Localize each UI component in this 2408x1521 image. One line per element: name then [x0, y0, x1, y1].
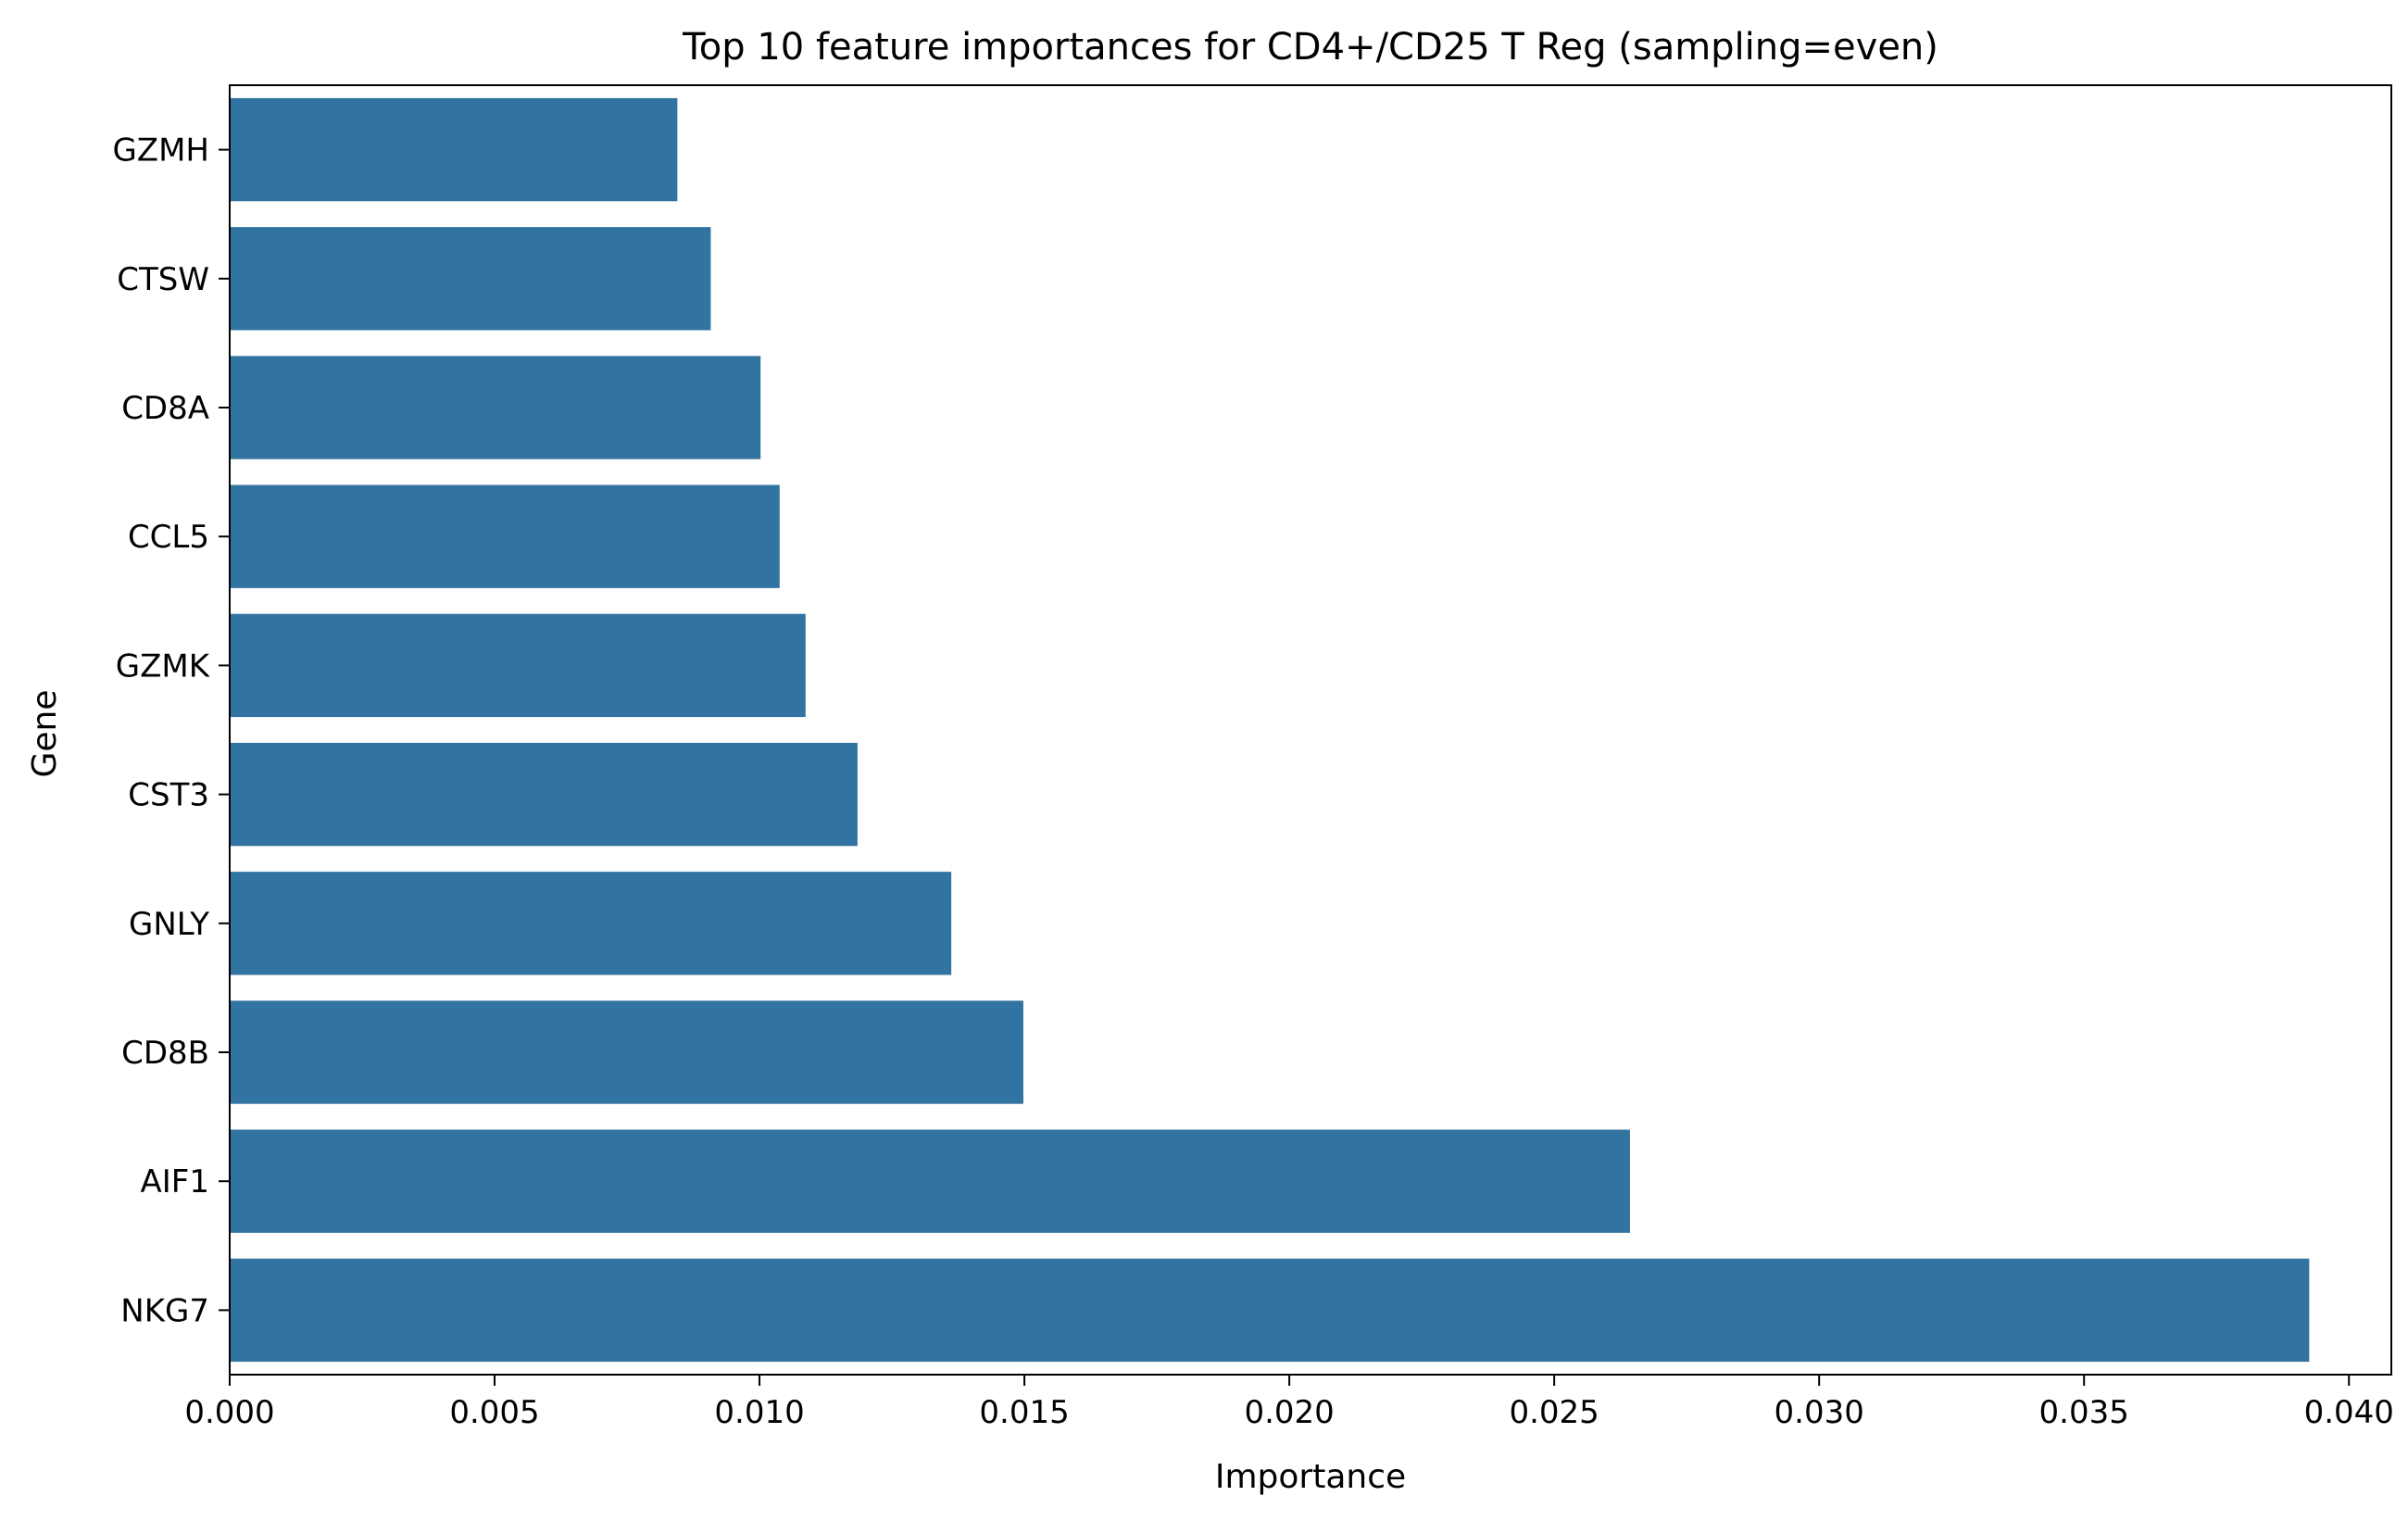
axes-layer	[229, 84, 2392, 1376]
x-tick-label: 0.025	[1509, 1394, 1599, 1431]
y-tick-label: CST3	[128, 777, 209, 814]
y-tick-label: AIF1	[141, 1163, 209, 1200]
bar-cd8a	[230, 356, 761, 459]
x-tick-label: 0.035	[2039, 1394, 2129, 1431]
bar-cst3	[230, 742, 858, 847]
bar-aif1	[230, 1129, 1630, 1233]
bars-layer	[230, 97, 2310, 1363]
bar-ctsw	[230, 227, 711, 331]
y-tick-label: CD8B	[121, 1035, 209, 1072]
x-tick-label: 0.040	[2304, 1394, 2394, 1431]
x-tick-label: 0.020	[1244, 1394, 1334, 1431]
y-tick-label: NKG7	[120, 1292, 209, 1329]
x-tick-label: 0.005	[449, 1394, 539, 1431]
y-tick-label: GZMK	[116, 647, 211, 685]
bar-gnly	[230, 872, 952, 975]
y-axis-label: Gene	[26, 689, 64, 777]
x-tick-label: 0.000	[184, 1394, 274, 1431]
y-tick-label: CD8A	[121, 390, 209, 427]
x-tick-label: 0.030	[1775, 1394, 1864, 1431]
y-tick-label: CCL5	[128, 519, 209, 556]
bar-nkg7	[230, 1258, 2310, 1363]
x-tick-label: 0.010	[714, 1394, 804, 1431]
bar-cd8b	[230, 1000, 1023, 1104]
chart-title: Top 10 feature importances for CD4+/CD25…	[682, 26, 1938, 69]
y-ticks-layer: GZMH CTSW CD8A CCL5 GZMK CST3 GNLY CD8B AIF1 NKG7	[112, 132, 230, 1329]
plot-frame	[229, 84, 2392, 1376]
y-tick-label: GZMH	[112, 132, 209, 170]
bar-gzmh	[230, 97, 678, 202]
bar-gzmk	[230, 613, 806, 718]
x-tick-label: 0.015	[979, 1394, 1069, 1431]
y-tick-label: GNLY	[129, 906, 209, 943]
x-ticks-layer: 0.000 0.005 0.010 0.015 0.020 0.025 0.030 0.035…	[184, 1375, 2394, 1431]
y-tick-label: CTSW	[117, 261, 209, 298]
bar-ccl5	[230, 484, 780, 588]
x-axis-label: Importance	[1215, 1458, 1406, 1496]
